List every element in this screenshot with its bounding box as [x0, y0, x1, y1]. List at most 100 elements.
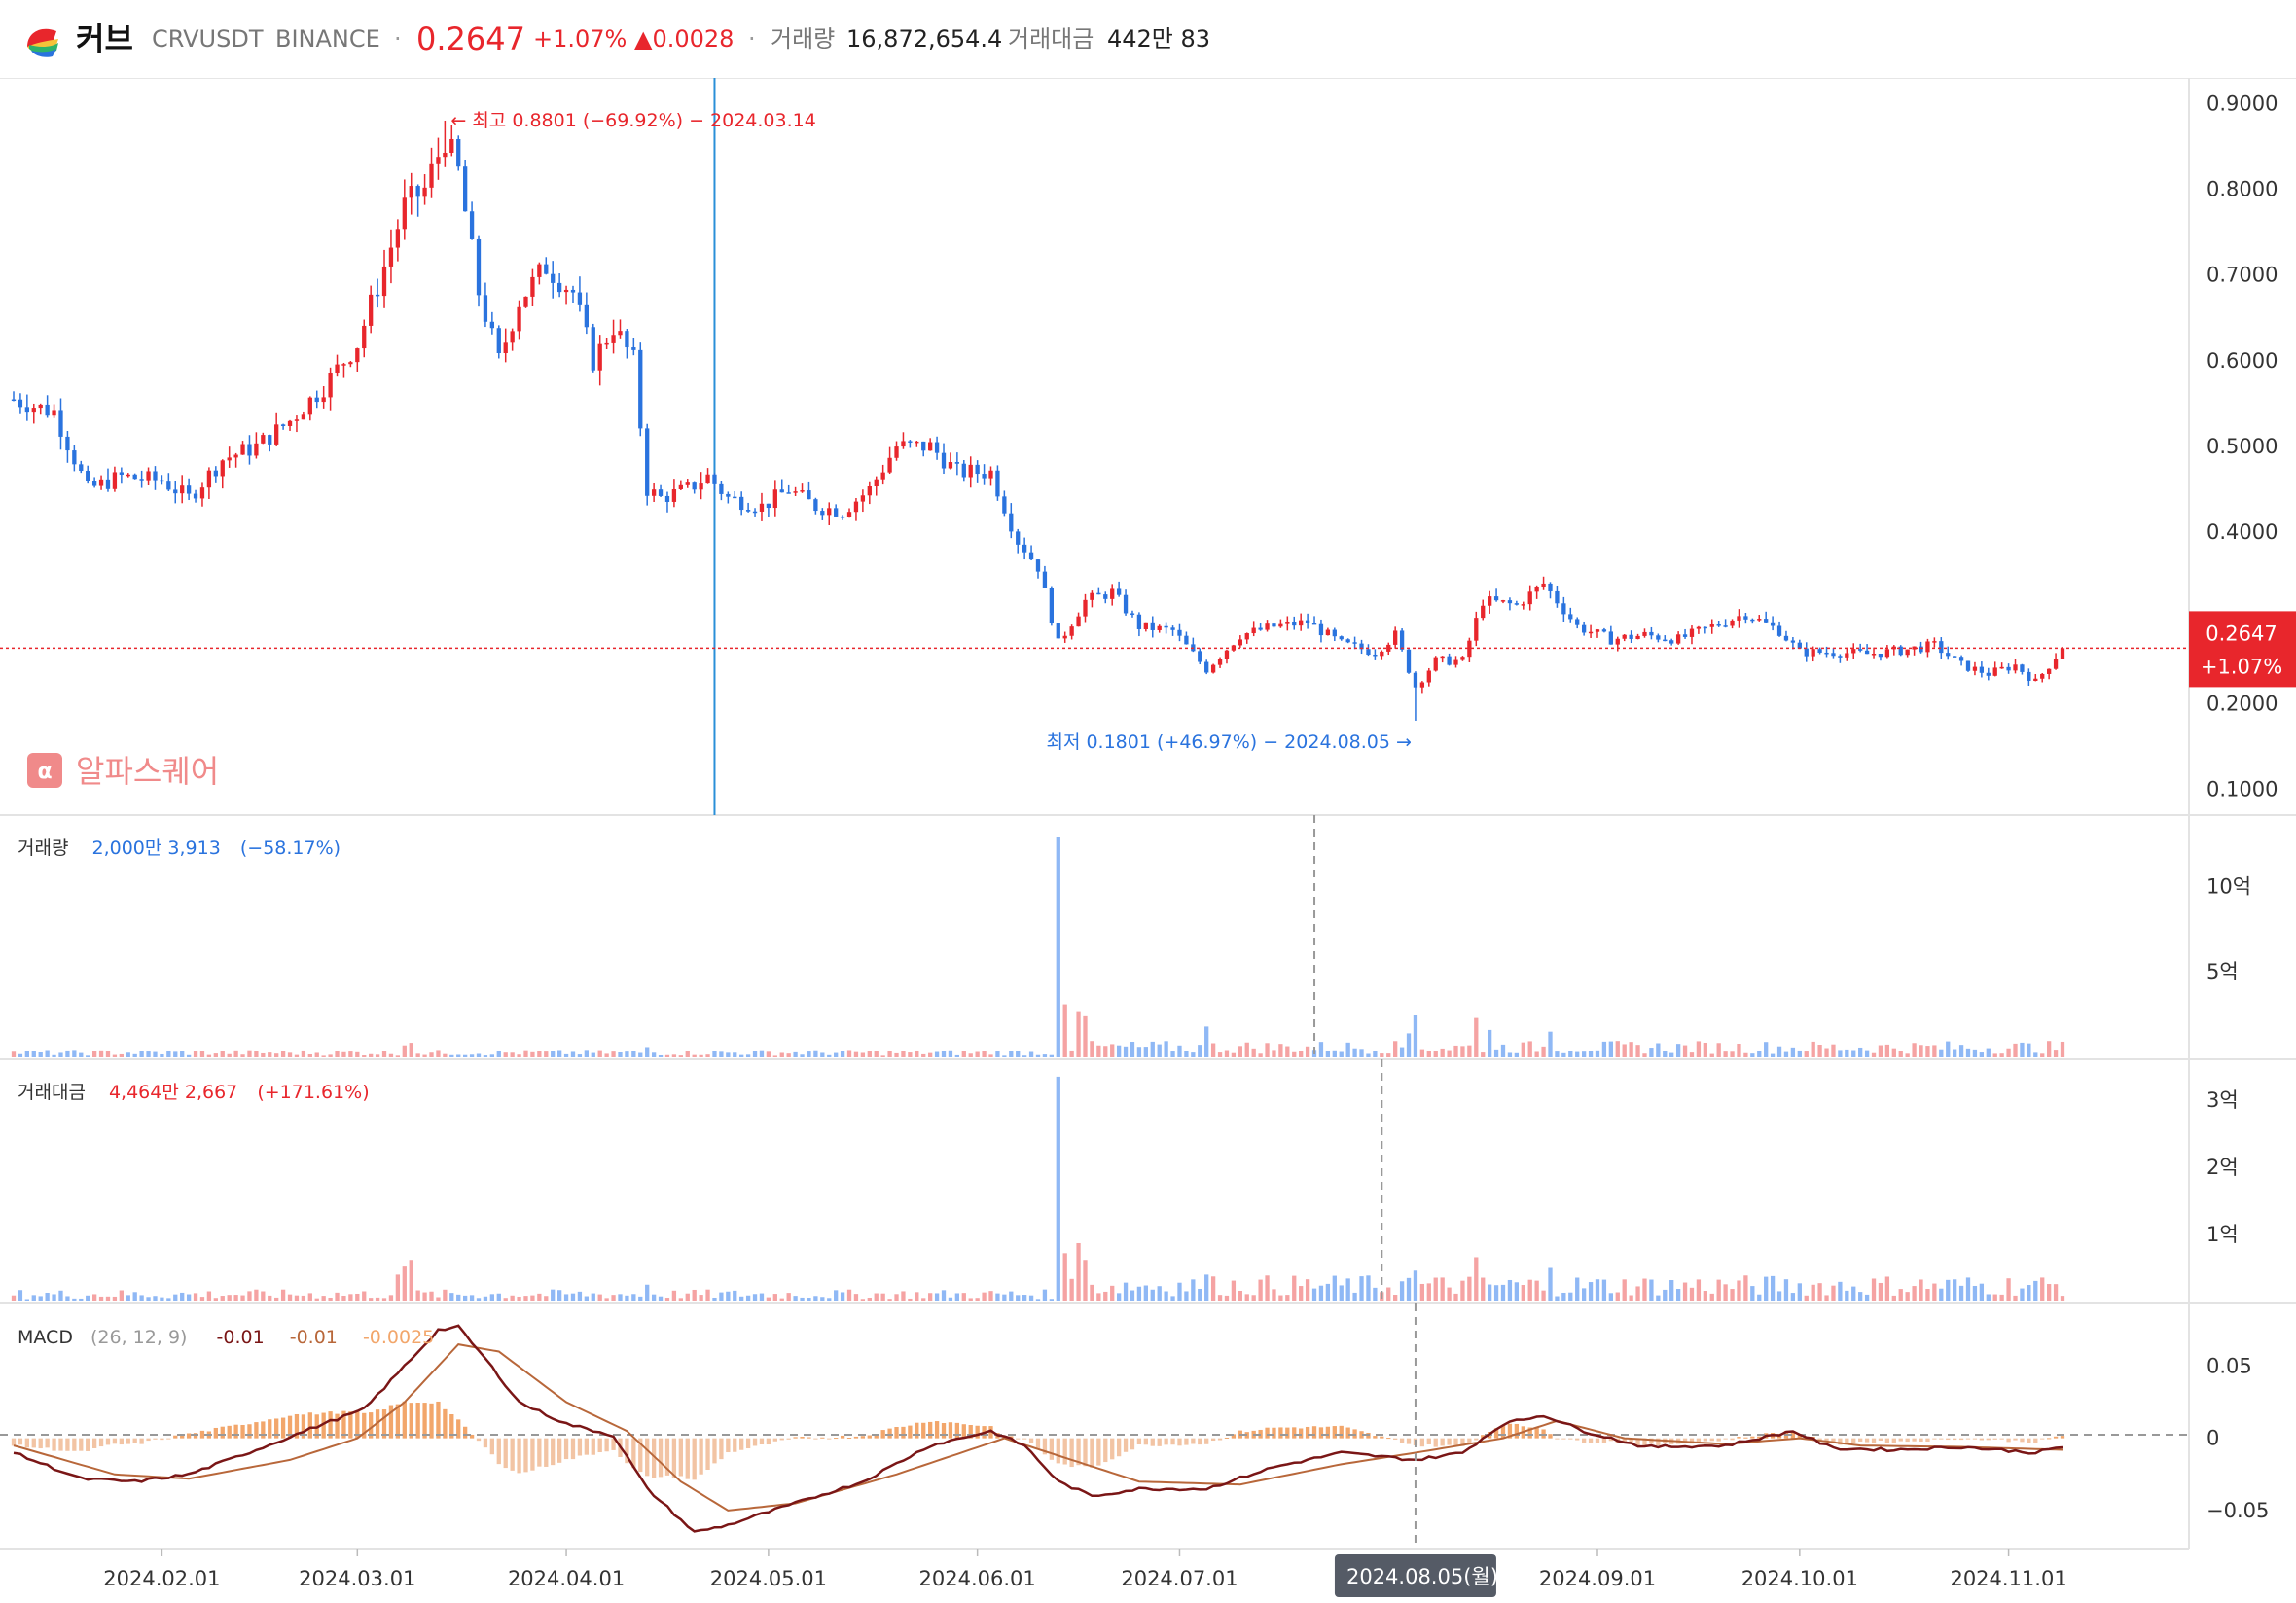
price-tick-label: 0.2000	[2206, 692, 2278, 715]
histogram-bar	[827, 1438, 832, 1440]
amount-tick-label: 1억	[2206, 1223, 2239, 1246]
volume-bar	[570, 1293, 576, 1301]
volume-bar	[321, 1296, 326, 1301]
histogram-bar	[901, 1426, 906, 1439]
candle	[1649, 626, 1654, 640]
volume-bar	[1521, 1285, 1525, 1301]
volume-bar	[1136, 1047, 1142, 1057]
volume-bar	[388, 1053, 394, 1057]
volume-bar	[1352, 1292, 1357, 1301]
volume-bar	[1399, 1047, 1405, 1057]
volume-bar	[1845, 1049, 1849, 1057]
candle	[173, 481, 178, 504]
candle	[409, 172, 413, 215]
candle	[233, 452, 238, 468]
candle	[908, 440, 913, 448]
volume-bar	[692, 1054, 697, 1057]
volume-bar	[1292, 1051, 1297, 1057]
candle	[1359, 639, 1364, 655]
volume-bar	[193, 1293, 198, 1301]
histogram-bar	[91, 1438, 97, 1448]
candle	[193, 489, 198, 503]
histogram-bar	[604, 1438, 609, 1452]
volume-bar	[846, 1289, 852, 1301]
volume-bar	[2033, 1280, 2038, 1301]
volume-bar	[961, 1293, 966, 1301]
candle	[1433, 656, 1438, 672]
volume-bar	[1164, 1291, 1168, 1301]
volume-bar	[887, 1051, 892, 1057]
histogram-bar	[625, 1438, 629, 1464]
volume-bar	[38, 1051, 43, 1057]
volume-bar	[880, 1293, 885, 1301]
candle	[1056, 623, 1060, 639]
volume-bar	[24, 1299, 30, 1301]
candle	[840, 515, 845, 520]
volume-bar	[1642, 1278, 1647, 1301]
histogram-bar	[1831, 1438, 1836, 1443]
volume-bar	[1534, 1051, 1539, 1057]
volume-bar	[779, 1052, 784, 1057]
volume-bar	[166, 1051, 171, 1057]
histogram-bar	[240, 1424, 245, 1439]
volume-bar	[1555, 1051, 1560, 1057]
candle	[166, 473, 171, 492]
candle	[1447, 653, 1452, 666]
candle	[1703, 626, 1707, 634]
histogram-bar	[294, 1413, 300, 1439]
volume-bar	[1440, 1048, 1445, 1057]
candle	[1663, 635, 1668, 642]
volume-bar	[105, 1051, 111, 1057]
volume-bar	[1858, 1292, 1863, 1301]
volume-bar	[2033, 1052, 2038, 1057]
volume-bar	[745, 1054, 751, 1057]
volume-bar	[355, 1051, 360, 1057]
candle	[1116, 581, 1122, 597]
volume-bar	[1838, 1281, 1843, 1301]
volume-bar	[1380, 1053, 1384, 1057]
volume-bar	[988, 1291, 993, 1301]
histogram-bar	[1136, 1438, 1142, 1445]
histogram-bar	[948, 1422, 953, 1439]
volume-bar	[1675, 1044, 1681, 1057]
volume-bar	[456, 1294, 461, 1301]
x-tick-label: 2024.03.01	[299, 1567, 415, 1590]
histogram-bar	[58, 1438, 63, 1451]
histogram-bar	[779, 1438, 784, 1441]
volume-bar	[867, 1298, 872, 1301]
candle	[355, 347, 360, 372]
volume-bar	[544, 1296, 549, 1301]
volume-bar	[1878, 1045, 1883, 1057]
volume-bar	[1764, 1276, 1769, 1301]
asset-name: 커브	[76, 20, 133, 57]
volume-bar	[658, 1054, 664, 1057]
candle	[705, 468, 710, 484]
histogram-bar	[72, 1438, 77, 1451]
candle	[443, 120, 448, 167]
histogram-bar	[523, 1438, 528, 1473]
histogram-bar	[160, 1438, 164, 1441]
volume-bar	[1838, 1050, 1843, 1057]
volume-bar	[928, 1052, 933, 1057]
volume-bar	[556, 1290, 562, 1301]
volume-bar	[1035, 1054, 1041, 1057]
volume-bar	[631, 1294, 636, 1301]
exchange-label: BINANCE	[275, 25, 380, 53]
volume-bar	[1467, 1045, 1472, 1057]
candle	[1204, 659, 1209, 675]
volume-bar	[2006, 1278, 2011, 1301]
volume-bar	[58, 1290, 63, 1301]
volume-bar	[1399, 1281, 1405, 1301]
separator-dot: ·	[394, 25, 402, 53]
histogram-bar	[631, 1438, 636, 1469]
candle	[860, 489, 866, 513]
histogram-bar	[38, 1438, 43, 1449]
candle	[31, 403, 36, 424]
volume-bar	[2040, 1277, 2045, 1301]
candle	[1419, 681, 1425, 694]
volume-bar	[1493, 1049, 1499, 1057]
histogram-bar	[186, 1433, 192, 1439]
histogram-bar	[1292, 1427, 1297, 1439]
volume-bar	[1912, 1286, 1917, 1301]
